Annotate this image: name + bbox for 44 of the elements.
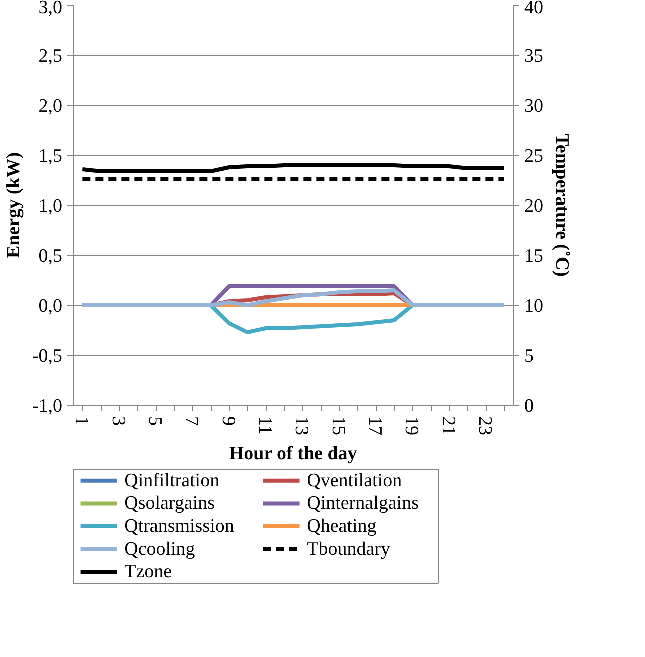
x-tick-label: 7: [181, 416, 202, 426]
y-tick-label: 3,0: [38, 0, 62, 18]
y-tick-label: -0,5: [32, 346, 62, 367]
x-tick-label: 1: [71, 416, 92, 426]
legend-label: Qventilation: [307, 470, 403, 492]
x-tick-label: 9: [218, 416, 239, 426]
x-tick-label: 11: [254, 416, 276, 435]
x-tick-label: 19: [401, 416, 422, 436]
y2-tick-label: 30: [524, 96, 544, 117]
y-tick-label: 0,5: [38, 246, 62, 267]
y-tick-label: 2,5: [38, 46, 62, 67]
legend-label: Qheating: [307, 516, 378, 537]
legend-label: Tboundary: [307, 538, 391, 560]
y-tick-label: -1,0: [32, 396, 62, 417]
line-series: [80, 164, 506, 174]
legend-label: Qsolargains: [124, 493, 216, 514]
y2-tick-label: 20: [524, 196, 544, 217]
y-tick-label: 1,5: [38, 146, 62, 167]
x-tick-label: 3: [108, 416, 129, 426]
x-axis-title: Hour of the day: [229, 444, 358, 464]
y2-tick-label: 15: [524, 246, 544, 267]
y-tick-label: 2,0: [38, 96, 62, 117]
y-tick-label: 1,0: [38, 196, 62, 217]
legend-label: Qcooling: [124, 538, 196, 560]
line-series: [80, 288, 506, 308]
legend-label: Qinternalgains: [307, 493, 419, 514]
legend-label: Qinfiltration: [124, 470, 220, 492]
y2-tick-label: 5: [524, 346, 534, 367]
x-tick-label: 23: [474, 416, 496, 436]
y2-tick-label: 10: [524, 296, 544, 317]
legend-label: Qtransmission: [124, 516, 235, 537]
y2-tick-label: 40: [524, 0, 544, 18]
x-tick-label: 17: [364, 416, 386, 436]
y2-tick-label: 25: [524, 146, 544, 167]
x-tick-label: 15: [328, 416, 349, 436]
x-tick-label: 21: [438, 416, 459, 436]
legend-label: Tzone: [124, 562, 172, 583]
x-tick-label: 13: [291, 416, 312, 436]
y2-tick-label: 0: [524, 396, 534, 417]
y-tick-label: 0,0: [38, 296, 62, 317]
x-tick-label: 5: [144, 416, 166, 426]
y2-tick-label: 35: [524, 46, 544, 67]
y-axis-title: Energy (kW): [3, 152, 24, 259]
y2-axis-title: Temperature (˚C): [552, 134, 572, 278]
